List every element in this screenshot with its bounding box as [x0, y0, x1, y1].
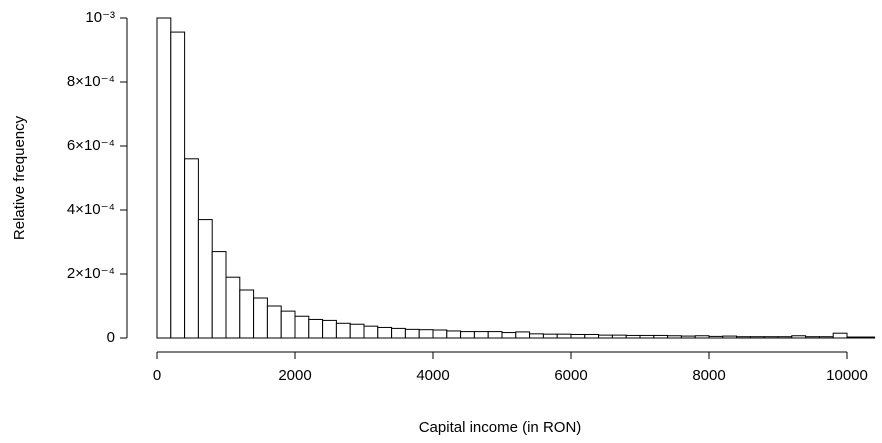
y-tick-label: 0 — [107, 329, 115, 346]
bar — [694, 335, 710, 339]
y-axis-label: Relative frequency — [11, 115, 28, 240]
x-tick-label: 0 — [153, 367, 161, 384]
bar — [653, 334, 669, 339]
bar — [473, 331, 489, 339]
bar — [363, 325, 379, 339]
bar — [253, 297, 268, 339]
y-tick-label: 6×10⁻⁴ — [67, 137, 115, 154]
bar — [515, 331, 531, 339]
bar — [308, 318, 324, 339]
bar — [777, 336, 793, 339]
y-tick-label: 4×10⁻⁴ — [67, 201, 115, 218]
bar — [846, 336, 862, 339]
bar — [280, 310, 296, 339]
bar — [349, 323, 365, 339]
bar — [418, 329, 434, 339]
bar — [156, 17, 172, 339]
bar — [598, 334, 613, 339]
x-axis-label: Capital income (in RON) — [419, 419, 582, 436]
bar — [832, 332, 848, 339]
bar — [805, 336, 820, 339]
bar — [667, 335, 682, 339]
bar — [736, 336, 751, 339]
bar — [611, 334, 627, 339]
bar — [860, 336, 876, 339]
bar — [556, 333, 572, 339]
bar — [791, 335, 807, 339]
x-tick-label: 4000 — [416, 367, 449, 384]
bar — [818, 336, 834, 339]
y-tick-label: 10⁻³ — [85, 9, 115, 26]
bar — [639, 334, 655, 339]
bar — [529, 333, 544, 339]
bar — [211, 251, 227, 339]
bar — [570, 333, 586, 339]
bar — [487, 331, 503, 339]
bar — [335, 322, 351, 339]
bar — [460, 331, 475, 339]
bar — [763, 336, 779, 339]
x-tick-label: 10000 — [826, 367, 868, 384]
bar — [239, 289, 255, 339]
bar — [749, 336, 765, 339]
x-tick-label: 6000 — [554, 367, 587, 384]
bar — [391, 327, 406, 339]
x-tick-label: 2000 — [278, 367, 311, 384]
bar — [584, 333, 600, 339]
bar — [708, 335, 724, 339]
bar — [184, 158, 199, 339]
bar — [322, 319, 337, 339]
bar — [197, 219, 213, 339]
bar — [294, 315, 310, 339]
bar — [542, 333, 558, 339]
bar — [266, 305, 282, 339]
bar — [625, 334, 641, 339]
bar — [722, 335, 738, 339]
bar — [680, 335, 696, 339]
bar — [446, 330, 462, 339]
bar — [377, 326, 393, 339]
bar — [404, 328, 420, 339]
y-tick-label: 8×10⁻⁴ — [67, 73, 115, 90]
x-tick-label: 8000 — [692, 367, 725, 384]
bar — [501, 332, 517, 339]
y-tick-label: 2×10⁻⁴ — [67, 265, 115, 282]
bar — [225, 276, 241, 339]
bar — [432, 329, 448, 339]
bar — [170, 31, 186, 339]
